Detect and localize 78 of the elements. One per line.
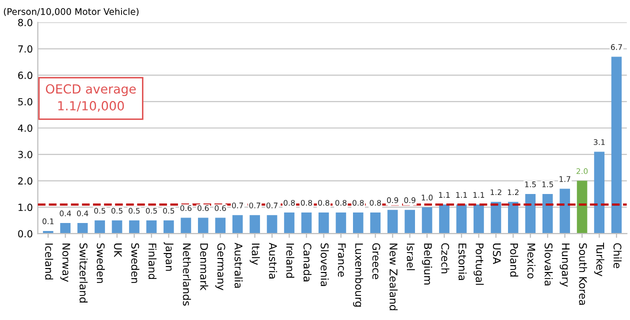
x-tick-label: Slovenia — [320, 243, 329, 286]
bar — [387, 210, 398, 234]
x-tick-label: Belgium — [422, 244, 432, 284]
bar — [301, 212, 312, 234]
x-tick-label: Australia — [234, 242, 243, 288]
x-tick-label: USA — [492, 244, 501, 264]
x-tick-label: Czech — [441, 243, 450, 274]
bar — [112, 220, 122, 234]
bar — [560, 188, 570, 234]
bar — [594, 152, 604, 234]
x-tick-label: New Zealand — [390, 244, 398, 310]
bar — [94, 220, 105, 234]
bar — [474, 204, 484, 234]
y-tick-label: 0.0 — [18, 230, 32, 238]
x-tick-label: UK — [114, 244, 122, 258]
x-tick-label: Ireland — [286, 244, 294, 278]
annotation: OECD average 1.1/10,000 — [46, 84, 136, 112]
bar — [404, 210, 415, 234]
x-tick-label: Austria — [269, 242, 278, 278]
x-tick-label: Turkey — [594, 242, 604, 276]
x-tick-label: Poland — [510, 244, 518, 276]
bar — [250, 215, 260, 234]
bar — [576, 180, 588, 234]
bar — [60, 223, 71, 234]
x-tick-label: Canada — [303, 243, 312, 282]
x-tick-label: Portugal — [474, 244, 484, 285]
x-tick-label: Israel — [406, 244, 415, 270]
bar — [198, 218, 208, 234]
x-tick-label: South Korea — [579, 243, 588, 305]
bar — [336, 212, 346, 234]
bar — [352, 212, 364, 234]
bar — [490, 202, 502, 234]
bar — [164, 220, 174, 234]
x-tick-label: Germany — [215, 243, 226, 290]
x-tick-label: Denmark — [200, 244, 208, 290]
x-tick-label: Luxembourg — [353, 244, 364, 307]
y-tick-label: 4.0 — [18, 124, 32, 132]
x-tick-label: Finland — [148, 244, 157, 279]
bar — [180, 218, 192, 234]
x-tick-label: Sweden — [96, 243, 105, 283]
bar — [611, 56, 622, 234]
bar — [456, 204, 467, 234]
x-tick-label: Norway — [60, 244, 70, 282]
bar — [439, 204, 450, 234]
bar — [266, 215, 278, 234]
x-tick-label: Italy — [250, 244, 260, 265]
x-tick-label: Chile — [613, 243, 622, 268]
bar — [318, 212, 329, 234]
bar — [129, 220, 140, 234]
y-tick-label: 3.0 — [18, 150, 32, 158]
bar — [525, 194, 536, 234]
x-tick-label: Slovakia — [544, 243, 553, 286]
x-tick-label: Hungary — [560, 244, 570, 287]
y-tick-label: 6.0 — [18, 72, 32, 80]
bar — [422, 207, 432, 234]
x-tick-label: Switzerland — [80, 243, 88, 302]
x-tick-label: Mexico — [527, 244, 536, 278]
bar — [77, 223, 88, 234]
x-tick-label: Sweden — [131, 243, 140, 283]
y-tick-label: 5.0 — [18, 98, 32, 106]
y-tick-label: 2.0 — [18, 177, 32, 185]
y-tick-label: 8.0 — [18, 18, 32, 26]
x-tick-label: Netherlands — [182, 244, 191, 306]
bar — [542, 194, 553, 234]
y-tick-label: 1.0 — [18, 204, 32, 212]
bar — [508, 202, 518, 234]
bar — [232, 215, 243, 234]
x-tick-label: Estonia — [458, 244, 467, 280]
bar — [284, 212, 294, 234]
x-tick-label: France — [338, 244, 346, 277]
bar — [146, 220, 157, 234]
x-tick-label: Greece — [372, 243, 380, 280]
bar — [215, 218, 226, 234]
bar — [370, 212, 381, 234]
y-axis-title: (Person/10,000 Motor Vehicle) — [4, 8, 138, 16]
x-tick-label: Iceland — [45, 244, 54, 280]
x-tick-label: Japan — [164, 242, 174, 271]
y-tick-label: 7.0 — [18, 45, 32, 53]
